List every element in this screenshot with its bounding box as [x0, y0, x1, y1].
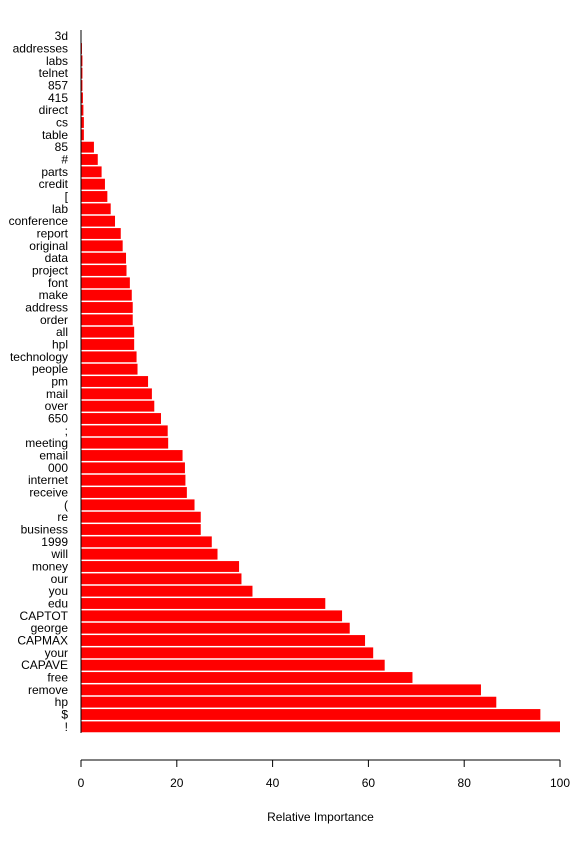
bar-45 — [81, 586, 252, 597]
bar-49 — [81, 635, 365, 646]
bar-37 — [81, 487, 187, 498]
bar-17 — [81, 240, 123, 251]
x-axis: 0 20 40 60 80 100 — [78, 760, 571, 790]
category-label: ! — [65, 720, 68, 734]
bar-48 — [81, 623, 350, 634]
bar-33 — [81, 438, 168, 449]
bar-34 — [81, 450, 183, 461]
bar-53 — [81, 684, 481, 695]
x-tick-label: 0 — [78, 776, 85, 790]
x-tick-label: 60 — [362, 776, 376, 790]
bar-26 — [81, 351, 137, 362]
bars-layer — [81, 31, 560, 733]
bar-27 — [81, 364, 138, 375]
bar-56 — [81, 721, 560, 732]
x-axis-title: Relative Importance — [267, 810, 374, 824]
bar-52 — [81, 672, 412, 683]
bar-35 — [81, 462, 185, 473]
bar-23 — [81, 314, 133, 325]
x-tick-label: 40 — [266, 776, 280, 790]
bar-40 — [81, 524, 201, 535]
bar-38 — [81, 499, 195, 510]
x-tick-label: 80 — [458, 776, 472, 790]
bar-9 — [81, 142, 94, 153]
bar-29 — [81, 388, 152, 399]
bar-18 — [81, 253, 126, 264]
bar-11 — [81, 166, 102, 177]
category-label: receive — [29, 486, 68, 500]
bar-10 — [81, 154, 98, 165]
bar-42 — [81, 549, 218, 560]
bar-21 — [81, 290, 132, 301]
bar-44 — [81, 573, 241, 584]
bar-50 — [81, 647, 373, 658]
bar-14 — [81, 203, 111, 214]
bar-19 — [81, 265, 127, 276]
x-tick-label: 100 — [550, 776, 570, 790]
bar-30 — [81, 401, 154, 412]
bar-54 — [81, 697, 496, 708]
bar-47 — [81, 610, 342, 621]
bar-32 — [81, 425, 168, 436]
bar-43 — [81, 561, 239, 572]
bar-36 — [81, 475, 185, 486]
bar-28 — [81, 376, 148, 387]
bar-24 — [81, 327, 134, 338]
bar-25 — [81, 339, 134, 350]
bar-13 — [81, 191, 107, 202]
bar-46 — [81, 598, 325, 609]
x-tick-label: 20 — [170, 776, 184, 790]
bar-51 — [81, 660, 385, 671]
x-ticks: 0 20 40 60 80 100 — [78, 760, 571, 790]
bar-16 — [81, 228, 121, 239]
bar-55 — [81, 709, 540, 720]
bar-20 — [81, 277, 130, 288]
bar-31 — [81, 413, 161, 424]
bar-22 — [81, 302, 133, 313]
bar-41 — [81, 536, 212, 547]
category-labels: 3daddresseslabstelnet857415directcstable… — [9, 29, 69, 734]
bar-15 — [81, 216, 115, 227]
bar-12 — [81, 179, 105, 190]
bar-39 — [81, 512, 201, 523]
